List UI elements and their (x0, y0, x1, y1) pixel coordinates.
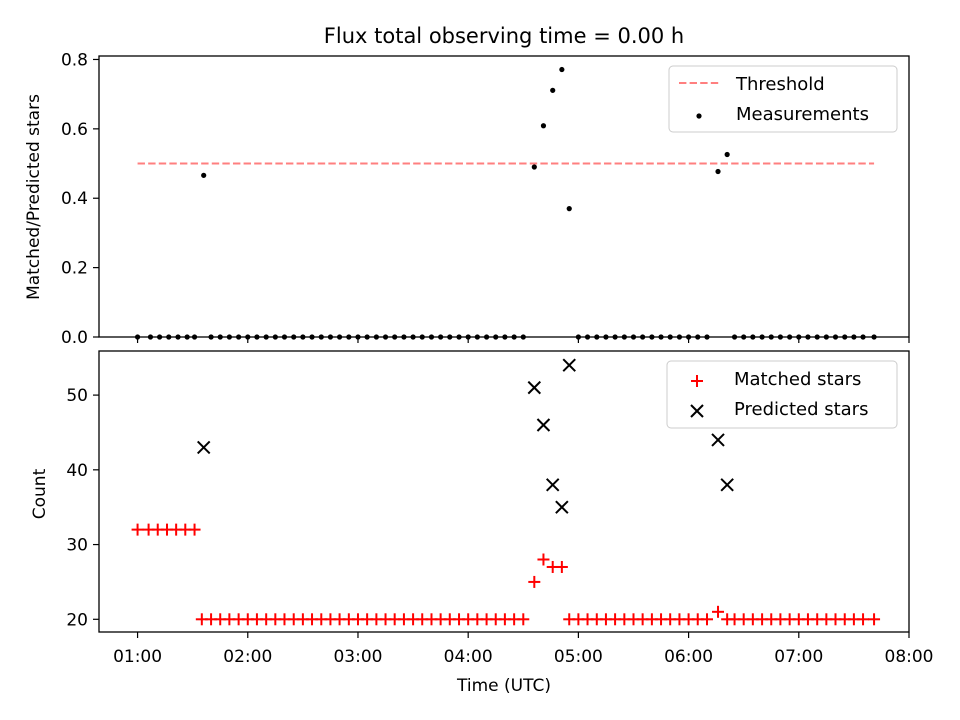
legend-predicted-swatch (690, 404, 704, 418)
x-tick-label: 08:00 (885, 647, 934, 667)
top-y-tick-label: 0.0 (61, 328, 88, 348)
legend-threshold-label: Threshold (735, 74, 825, 95)
predicted-stars-points (196, 358, 734, 514)
bottom-y-tick-label: 20 (66, 610, 88, 630)
legend-measurements-label: Measurements (736, 104, 869, 125)
matched-stars-points (131, 523, 881, 626)
measurement-point (715, 168, 721, 175)
x-tick-label: 01:00 (113, 647, 162, 667)
matched-star-point (857, 613, 870, 626)
measurement-point (566, 206, 572, 212)
measurement-point (531, 164, 537, 170)
predicted-star-point (555, 500, 569, 514)
measurement-point (559, 66, 565, 73)
x-tick-label: 02:00 (223, 647, 272, 667)
bottom-x-ticks: 01:00 02:00 03:00 04:00 05:00 06:00 07:00 08:00 (113, 632, 934, 667)
legend-matched-label: Matched stars (734, 369, 861, 390)
top-y-tick-label: 0.2 (61, 259, 88, 279)
top-y-tick-label: 0.4 (61, 189, 88, 209)
matched-star-point (131, 523, 144, 536)
bottom-y-tick-label: 30 (66, 536, 88, 556)
matched-star-point (528, 575, 541, 588)
predicted-star-point (562, 358, 576, 372)
measurement-point (540, 123, 547, 129)
measurement-point (550, 87, 556, 93)
top-y-axis-label: Matched/Predicted stars (24, 94, 44, 300)
matched-star-point (517, 613, 530, 626)
bottom-legend: Matched stars Predicted stars (666, 360, 898, 429)
predicted-star-point (536, 418, 551, 432)
matched-star-point (868, 613, 881, 626)
legend-matched-swatch (691, 375, 703, 387)
matched-star-point (555, 560, 568, 573)
x-tick-label: 05:00 (554, 647, 603, 667)
predicted-star-point (527, 380, 542, 395)
matched-star-point (700, 613, 713, 626)
chart-title: Flux total observing time = 0.00 h (324, 24, 684, 48)
measurement-point (201, 172, 207, 178)
matched-star-point (188, 523, 201, 536)
legend-measurements-swatch (696, 113, 702, 119)
matched-star-point (712, 605, 725, 618)
bottom-y-tick-label: 50 (66, 386, 88, 406)
bottom-y-tick-label: 40 (66, 461, 88, 481)
top-y-tick-label: 0.8 (61, 50, 88, 70)
top-y-tick-label: 0.6 (61, 120, 88, 140)
x-tick-label: 03:00 (333, 647, 382, 667)
legend-predicted-label: Predicted stars (734, 399, 868, 420)
measurement-point (724, 151, 730, 158)
bottom-plot-frame (98, 350, 910, 633)
bottom-y-ticks: 20 30 40 50 (66, 386, 99, 630)
matched-star-point (537, 553, 550, 566)
predicted-star-point (720, 478, 734, 492)
bottom-y-axis-label: Count (30, 468, 50, 519)
top-plot-frame (98, 55, 910, 338)
x-tick-label: 07:00 (774, 647, 823, 667)
top-legend: Threshold Measurements (668, 65, 898, 133)
predicted-star-point (196, 440, 211, 455)
top-y-ticks: 0.0 0.2 0.4 0.6 0.8 (61, 50, 99, 348)
x-axis-label: Time (UTC) (456, 676, 551, 696)
x-tick-label: 06:00 (664, 647, 713, 667)
predicted-star-point (546, 478, 560, 492)
x-tick-label: 04:00 (444, 647, 493, 667)
predicted-star-point (711, 433, 725, 447)
